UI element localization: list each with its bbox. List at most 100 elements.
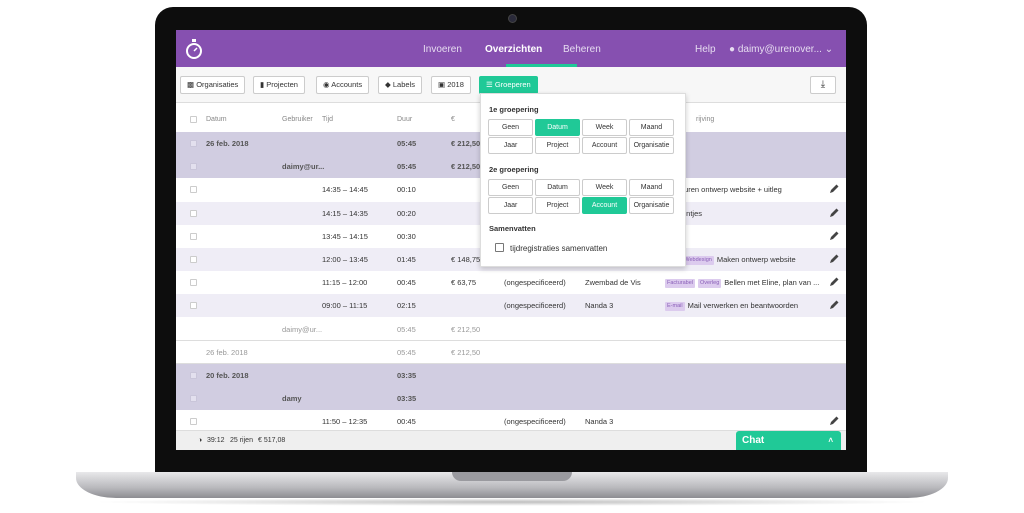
cell-duur: 05:45 <box>397 162 417 172</box>
col-gebruiker[interactable]: Gebruiker <box>282 116 313 123</box>
col-tijd[interactable]: Tijd <box>322 116 334 123</box>
label-tag[interactable]: Webdesign <box>682 255 714 265</box>
table-header: Datum Gebruiker Tijd Duur € rijving <box>176 112 846 130</box>
grouping-option-account[interactable]: Account <box>582 197 627 214</box>
stopwatch-logo-icon[interactable] <box>185 38 203 60</box>
grouping-dropdown: 1e groepering Geen Datum Week Maand Jaar Proj… <box>480 93 686 267</box>
cell-tijd: 09:00 – 11:15 <box>322 301 368 311</box>
projecten-button[interactable]: ▮ Projecten <box>253 76 305 94</box>
nav-help[interactable]: Help <box>695 44 716 55</box>
col-omschrijving[interactable]: rijving <box>696 116 715 123</box>
row-checkbox[interactable] <box>190 302 197 310</box>
col-bedrag[interactable]: € <box>451 116 455 123</box>
cell-tijd: 12:00 – 13:45 <box>322 255 368 264</box>
year-button[interactable]: ▣ 2018 <box>431 76 471 94</box>
col-duur[interactable]: Duur <box>397 116 413 123</box>
row-checkbox[interactable] <box>190 232 197 240</box>
grouping-option-project[interactable]: Project <box>535 197 580 214</box>
user-circle-icon: ◉ <box>323 80 330 89</box>
building-icon: ▩ <box>187 80 195 89</box>
edit-pencil-icon[interactable] <box>828 415 840 427</box>
cell-duur: 02:15 <box>397 301 416 311</box>
grouping-option-account[interactable]: Account <box>582 137 627 154</box>
row-checkbox[interactable] <box>190 186 197 194</box>
cell-gebruiker: daimy@ur... <box>282 162 325 172</box>
table-row[interactable]: 11:50 – 12:35 00:45 (ongespecificeerd) Nand… <box>176 410 846 434</box>
active-nav-underline <box>506 64 577 67</box>
cell-duur: 01:45 <box>397 255 416 264</box>
calendar-icon: ▣ <box>438 80 446 89</box>
cell-tijd: 11:15 – 12:00 <box>322 278 368 288</box>
cell-bedrag: € 148,75 <box>451 255 481 264</box>
grouping-option-organisatie[interactable]: Organisatie <box>629 197 674 214</box>
laptop-notch <box>452 472 572 481</box>
grouping-option-datum[interactable]: Datum <box>535 119 580 136</box>
nav-overzichten[interactable]: Overzichten <box>485 44 543 55</box>
nav-invoeren[interactable]: Invoeren <box>423 44 462 55</box>
group-row[interactable]: damy 03:35 <box>176 387 846 411</box>
edit-pencil-icon[interactable] <box>828 230 840 242</box>
grouping-option-maand[interactable]: Maand <box>629 119 674 136</box>
subtotal-row[interactable]: daimy@ur... 05:45 € 212,50 <box>176 317 846 341</box>
cell-duur: 03:35 <box>397 394 417 404</box>
table-row[interactable]: 09:00 – 11:15 02:15 (ongespecificeerd) Nand… <box>176 294 846 318</box>
camera <box>508 14 517 23</box>
cell-klant: Zwembad de Vis <box>585 278 641 288</box>
summary-checkbox-label[interactable]: tijdregistraties samenvatten <box>510 244 608 253</box>
row-checkbox[interactable] <box>190 209 197 217</box>
grouping-option-jaar[interactable]: Jaar <box>488 137 533 154</box>
organisaties-button[interactable]: ▩ Organisaties <box>180 76 246 94</box>
pie-icon: ◑ <box>198 437 203 444</box>
row-checkbox[interactable] <box>190 256 197 263</box>
row-checkbox[interactable] <box>190 372 197 379</box>
edit-pencil-icon[interactable] <box>828 276 840 288</box>
cell-omschrijving: ontjes <box>682 202 702 225</box>
cell-duur: 05:45 <box>397 139 417 148</box>
cell-duur: 00:30 <box>397 231 416 241</box>
cell-klant: Nanda 3 <box>585 301 614 311</box>
grouping-option-week[interactable]: Week <box>582 119 627 136</box>
nav-beheren[interactable]: Beheren <box>563 44 601 55</box>
subtotal-row[interactable]: 26 feb. 2018 05:45 € 212,50 <box>176 340 846 364</box>
label-tag[interactable]: Overleg <box>698 278 722 288</box>
col-datum[interactable]: Datum <box>206 116 227 123</box>
row-count: 25 rijen <box>230 437 253 444</box>
cell-duur: 00:20 <box>397 208 416 218</box>
groeperen-button[interactable]: ☰ Groeperen <box>479 76 538 94</box>
edit-pencil-icon[interactable] <box>828 253 840 265</box>
row-checkbox[interactable] <box>190 418 197 426</box>
edit-pencil-icon[interactable] <box>828 299 840 311</box>
cell-duur: 00:45 <box>397 417 416 427</box>
row-checkbox[interactable] <box>190 279 197 287</box>
label-tag[interactable]: E-mail <box>665 301 685 311</box>
download-button[interactable]: ⤓ <box>810 76 836 94</box>
cell-gebruiker: daimy@ur... <box>282 324 323 334</box>
chat-widget[interactable]: Chat ˄ <box>736 431 841 450</box>
grouping-option-week[interactable]: Week <box>582 179 627 196</box>
grouping-option-geen[interactable]: Geen <box>488 119 533 136</box>
accounts-button[interactable]: ◉ Accounts <box>316 76 370 94</box>
cell-klant: Nanda 3 <box>585 417 614 427</box>
labels-button[interactable]: ◆ Labels <box>378 76 422 94</box>
grouping-option-organisatie[interactable]: Organisatie <box>629 137 674 154</box>
table-row[interactable]: 11:15 – 12:00 00:45 € 63,75 (ongespecificee… <box>176 271 846 295</box>
grouping-option-jaar[interactable]: Jaar <box>488 197 533 214</box>
row-checkbox[interactable] <box>190 140 197 147</box>
grouping-option-project[interactable]: Project <box>535 137 580 154</box>
edit-pencil-icon[interactable] <box>828 183 840 195</box>
row-checkbox[interactable] <box>190 163 197 171</box>
chevron-up-icon: ˄ <box>828 436 833 445</box>
cell-omschrijving: turen ontwerp website + uitleg <box>682 178 782 201</box>
grouping-option-geen[interactable]: Geen <box>488 179 533 196</box>
grouping-option-maand[interactable]: Maand <box>629 179 674 196</box>
grouping-option-datum[interactable]: Datum <box>535 179 580 196</box>
edit-pencil-icon[interactable] <box>828 207 840 219</box>
row-checkbox[interactable] <box>190 395 197 403</box>
first-grouping-title: 1e groepering <box>489 105 539 114</box>
group-row[interactable]: 20 feb. 2018 03:35 <box>176 364 846 387</box>
select-all-checkbox[interactable] <box>190 116 197 123</box>
user-menu[interactable]: ● daimy@urenover... ⌄ <box>729 44 834 55</box>
summary-checkbox[interactable] <box>495 243 504 252</box>
label-tag[interactable]: Facturabel <box>665 278 695 288</box>
footer-summary: ◑ 39:12 25 rijen € 517,08 <box>176 430 846 450</box>
